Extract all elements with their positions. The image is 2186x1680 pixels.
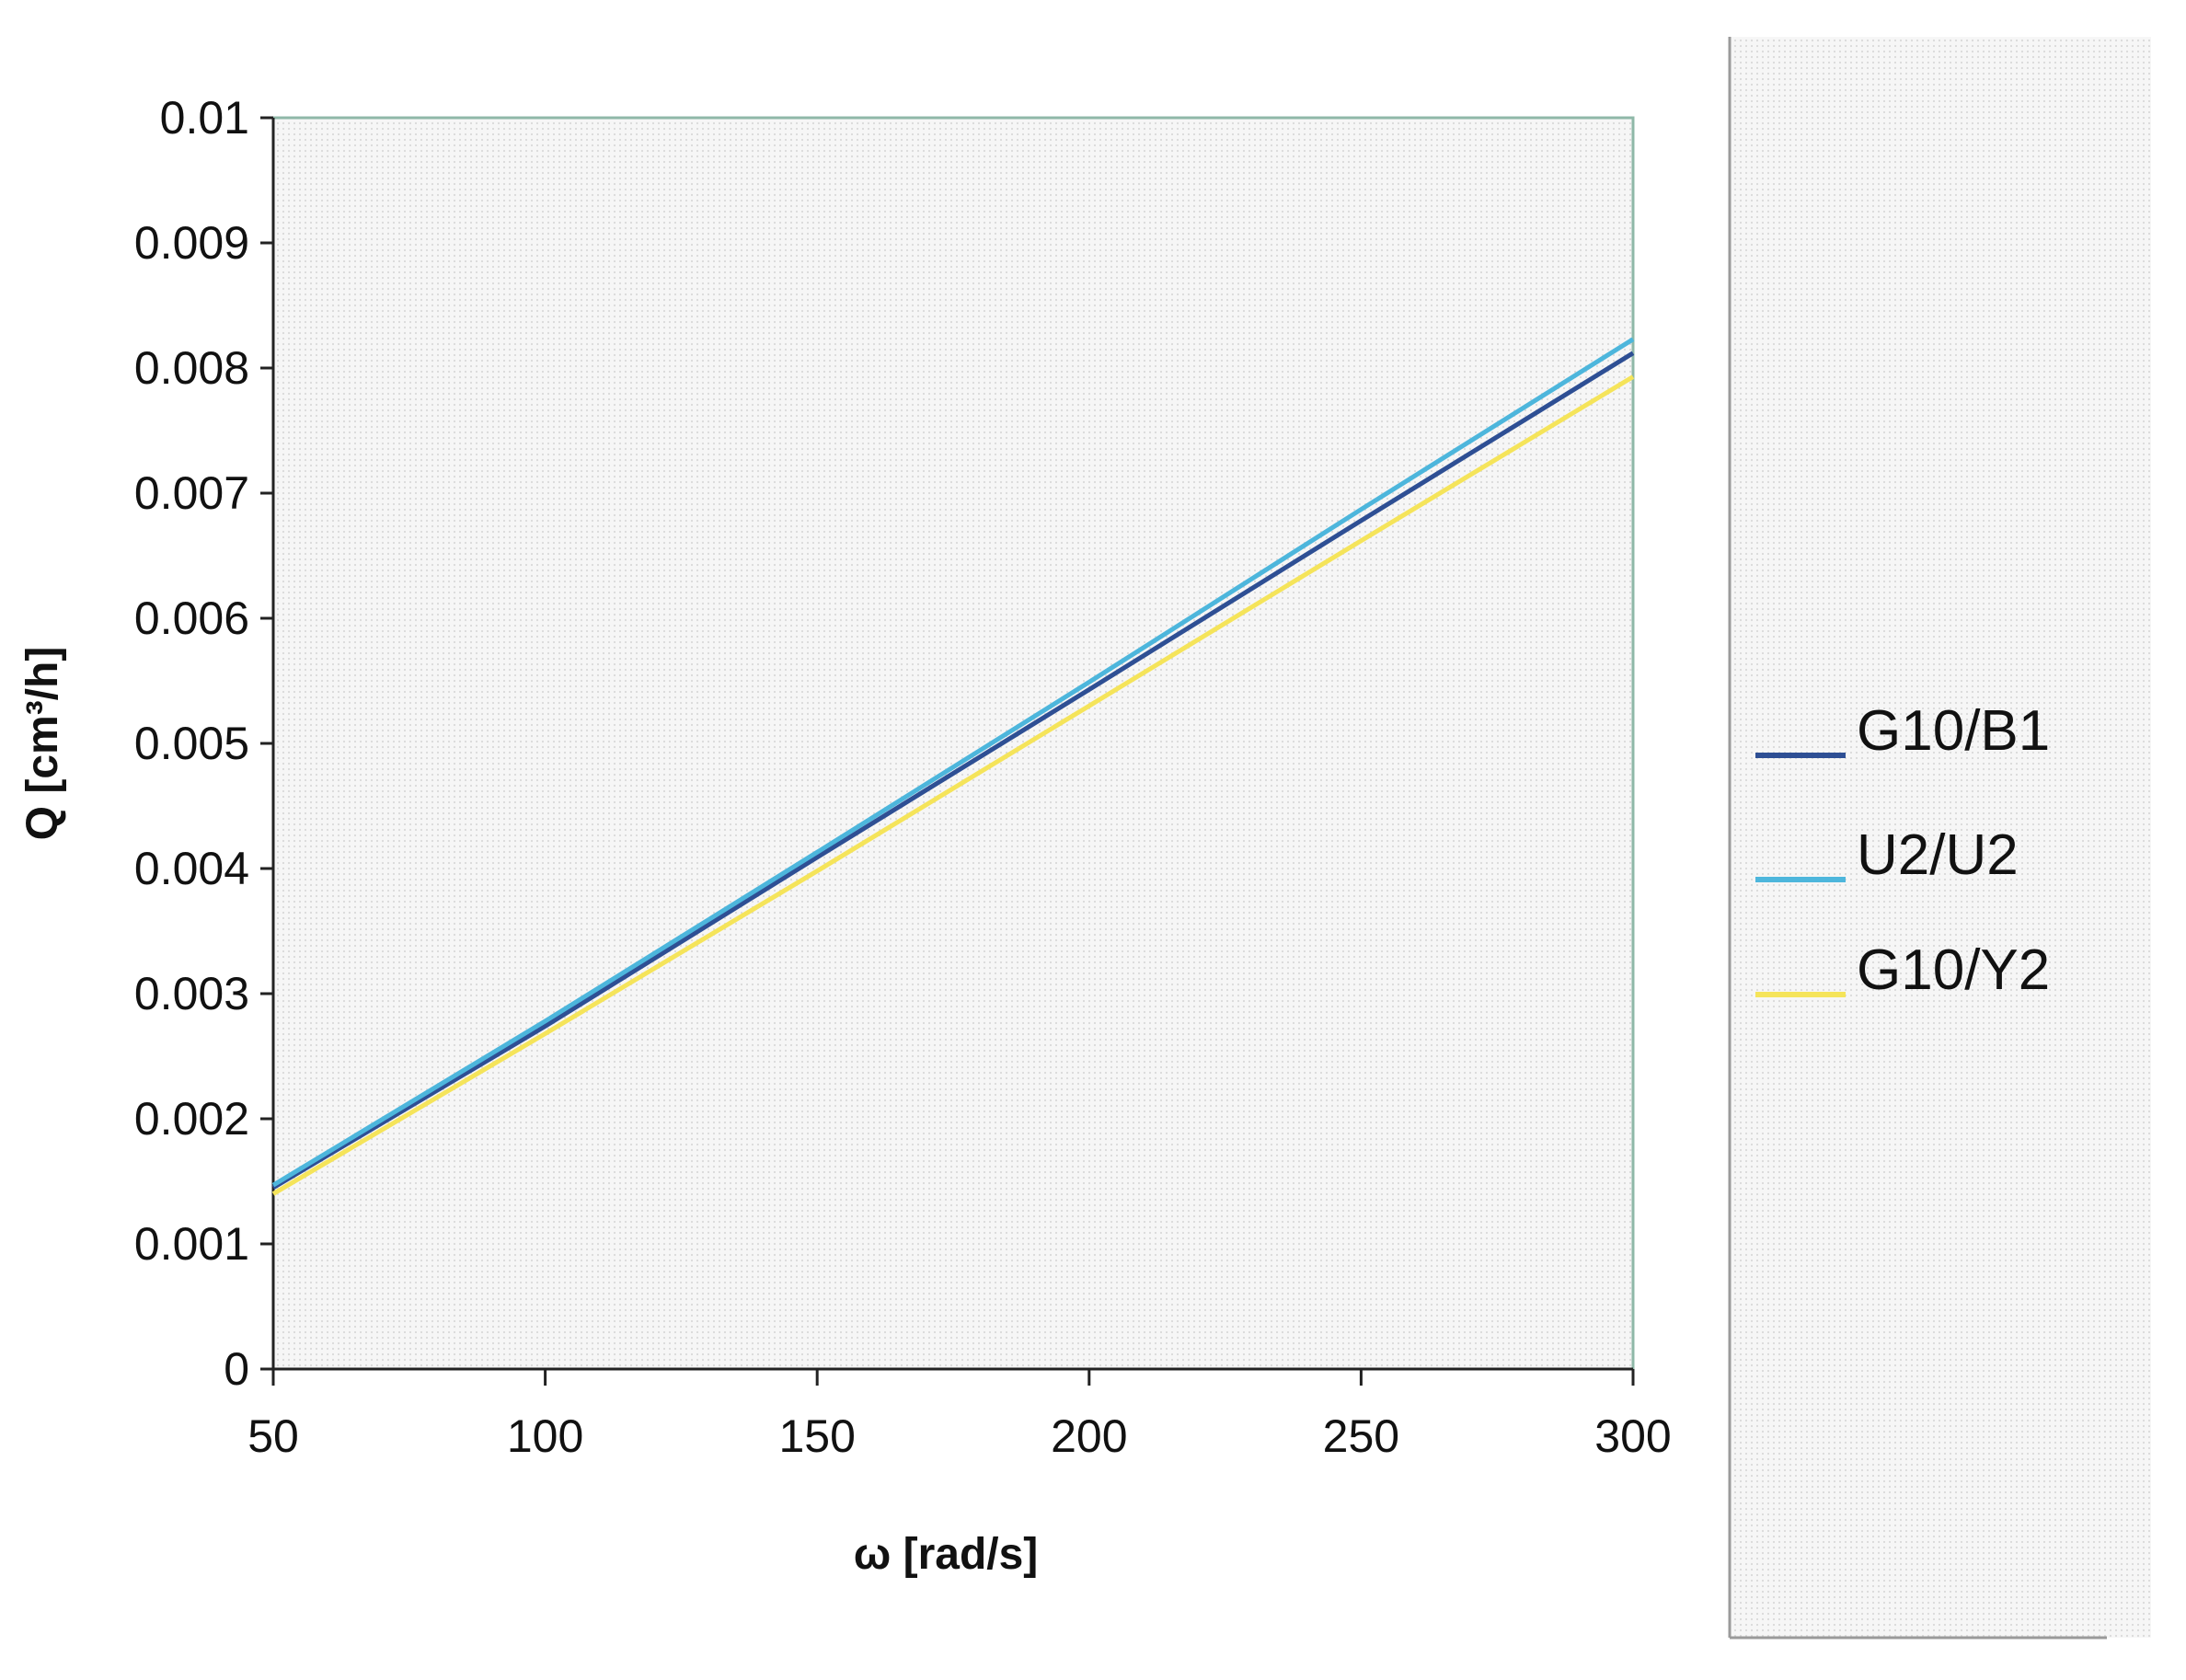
x-tick-label: 200 (1051, 1410, 1127, 1462)
series-line-0 (271, 351, 1635, 1190)
x-tick-label: 100 (507, 1410, 583, 1462)
legend-panel (1730, 37, 2151, 1638)
y-tick-label: 0.01 (160, 92, 249, 144)
y-tick-label: 0.006 (134, 593, 249, 644)
x-tick-label: 50 (247, 1410, 299, 1462)
legend-label-1: U2/U2 (1857, 823, 2019, 887)
x-axis-title: ω [rad/s] (854, 1530, 1039, 1579)
y-tick-label: 0.007 (134, 467, 249, 519)
y-axis-title: Q [cm³/h] (18, 647, 67, 841)
legend-label-0: G10/B1 (1857, 699, 2050, 763)
x-tick-label: 250 (1323, 1410, 1399, 1462)
y-tick-label: 0.003 (134, 968, 249, 1019)
legend-label-2: G10/Y2 (1857, 938, 2050, 1002)
series-layer (271, 337, 1635, 1196)
y-tick-label: 0.001 (134, 1218, 249, 1270)
y-tick-label: 0.004 (134, 843, 249, 894)
axes: 0 0.001 0.002 0.003 0.004 0.005 0.006 0.007 0.00… (134, 92, 1672, 1462)
legend: G10/B1 U2/U2 G10/Y2 (1755, 699, 2050, 1002)
y-tick-label: 0.009 (134, 217, 249, 269)
y-tick-label: 0.002 (134, 1093, 249, 1145)
y-tick-label: 0.008 (134, 342, 249, 394)
y-tick-label: 0.005 (134, 718, 249, 769)
x-tick-label: 150 (778, 1410, 855, 1462)
series-line-1 (271, 337, 1635, 1188)
plot-area (273, 118, 1633, 1369)
x-tick-label: 300 (1594, 1410, 1671, 1462)
y-tick-label: 0 (224, 1343, 249, 1395)
series-line-2 (271, 374, 1635, 1196)
